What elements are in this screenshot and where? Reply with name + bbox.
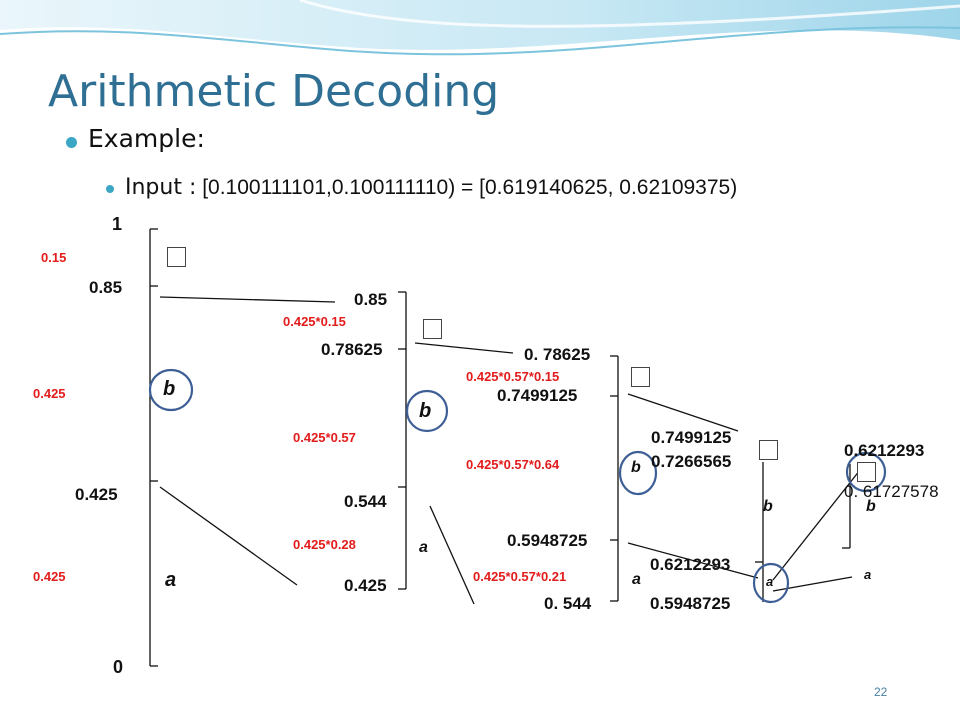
placeholder-glyph-1 xyxy=(167,247,186,267)
scale-4-label-top: 0.7499125 xyxy=(651,428,732,447)
scale-2-label-bottom: 0.425 xyxy=(344,576,387,595)
scale-4-label-bottom: 0.5948725 xyxy=(650,594,731,613)
scale-2-width-top: 0.425*0.15 xyxy=(283,314,346,329)
scale-2-label-top: 0.85 xyxy=(354,290,388,309)
connector-4-lower xyxy=(772,576,853,592)
bullet-example: Example: xyxy=(88,124,205,153)
scale-1-symbol-b: b xyxy=(163,378,176,400)
scale-3-width-a: 0.425*0.57*0.21 xyxy=(473,569,567,584)
scale-2-label-mid: 0.544 xyxy=(344,492,387,511)
input-lead: Input : xyxy=(125,175,197,200)
page-number: 22 xyxy=(874,685,888,699)
scale-1-selected-b-highlight xyxy=(148,368,194,412)
scale-3-symbol-b: b xyxy=(631,459,641,476)
bullet-input: Input : [0.100111101,0.100111110) = [0.6… xyxy=(125,175,737,200)
header-swoosh xyxy=(0,0,960,56)
scale-5-symbol-a: a xyxy=(864,567,872,582)
bullet-dot-1 xyxy=(66,137,77,148)
scale-5-label-mid: 0. 61727578 xyxy=(844,482,939,501)
connector-3-upper xyxy=(627,393,739,432)
connector-1-upper xyxy=(159,296,336,303)
scale-1-label-mid: 0.425 xyxy=(75,485,118,504)
scale-1-symbol-a: a xyxy=(165,569,177,591)
scale-5-selected-highlight xyxy=(845,451,887,493)
scale-3-label-bottom: 0. 544 xyxy=(544,594,592,613)
scale-1-width-b: 0.425 xyxy=(33,386,66,401)
connector-1-lower xyxy=(159,486,298,586)
connector-4-upper xyxy=(772,469,861,581)
slide-title: Arithmetic Decoding xyxy=(48,66,500,117)
scale-4-selected-a-highlight xyxy=(752,562,790,604)
scale-3-width-b: 0.425*0.57*0.64 xyxy=(466,457,560,472)
scale-2-symbol-a: a xyxy=(419,539,428,556)
scale-1-label-top: 1 xyxy=(112,214,123,234)
scale-3-width-top: 0.425*0.57*0.15 xyxy=(466,369,560,384)
scale-4-symbol-a: a xyxy=(766,574,774,589)
scale-3-label-top: 0. 78625 xyxy=(524,345,591,364)
placeholder-glyph-4 xyxy=(759,440,778,460)
scale-3-selected-b-highlight xyxy=(618,450,658,496)
placeholder-glyph-5 xyxy=(857,462,876,482)
scale-1-label-upper: 0.85 xyxy=(89,278,123,297)
placeholder-glyph-3 xyxy=(631,367,650,387)
connector-3-lower xyxy=(627,542,759,579)
connector-2-lower xyxy=(429,505,475,605)
scale-2-symbol-b: b xyxy=(419,400,432,422)
scale-2-width-b: 0.425*0.57 xyxy=(293,430,356,445)
scale-5-label-top: 0.6212293 xyxy=(844,441,925,460)
scale-1-width-a: 0.425 xyxy=(33,569,66,584)
scale-3-label-upper: 0.7499125 xyxy=(497,386,578,405)
scale-4-symbol-b: b xyxy=(763,498,773,515)
scale-3-label-mid: 0.5948725 xyxy=(507,531,588,550)
scale-1-width-top: 0.15 xyxy=(41,250,67,265)
scale-1-label-bottom: 0 xyxy=(113,657,124,677)
scale-2-selected-b-highlight xyxy=(405,389,449,433)
scale-2-width-a: 0.425*0.28 xyxy=(293,537,356,552)
placeholder-glyph-2 xyxy=(423,319,442,339)
input-interval: [0.100111101,0.100111110) = [0.619140625… xyxy=(196,176,738,199)
scale-5-symbol-b: b xyxy=(866,498,876,515)
scale-4-label-mid: 0.6212293 xyxy=(650,555,731,574)
scale-3-symbol-a: a xyxy=(632,571,641,588)
scale-2-label-upper: 0.78625 xyxy=(321,340,383,359)
scale-4-label-upper: 0.7266565 xyxy=(651,452,732,471)
connector-2-upper xyxy=(414,342,514,354)
bullet-dot-2 xyxy=(106,185,114,193)
